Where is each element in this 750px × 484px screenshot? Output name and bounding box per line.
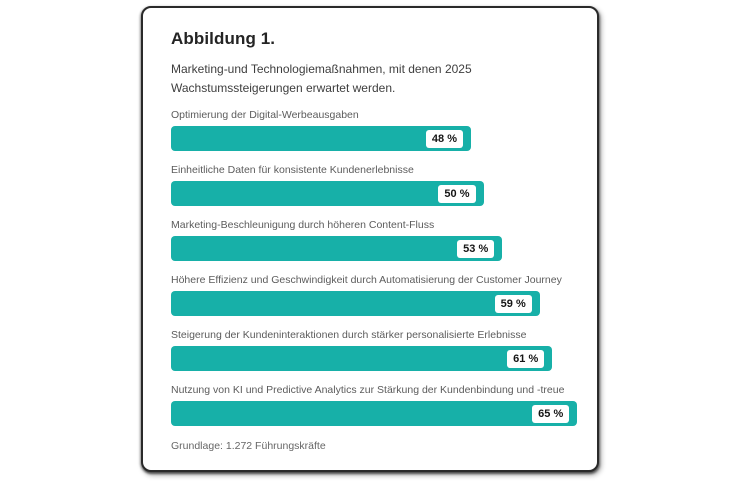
bar-label: Nutzung von KI und Predictive Analytics … bbox=[171, 384, 565, 396]
bar-value-badge: 61 % bbox=[507, 349, 545, 368]
bar-value-badge: 59 % bbox=[494, 294, 532, 313]
bar-row: Optimierung der Digital-Werbeausgaben 48 … bbox=[171, 109, 571, 151]
bar: 59 % bbox=[171, 291, 540, 316]
bar: 53 % bbox=[171, 236, 503, 261]
bar-value-badge: 53 % bbox=[457, 239, 495, 258]
bar: 50 % bbox=[171, 181, 484, 206]
bar-label: Marketing-Beschleunigung durch höheren C… bbox=[171, 219, 435, 231]
bar: 48 % bbox=[171, 126, 471, 151]
bar-label: Einheitliche Daten für konsistente Kunde… bbox=[171, 164, 414, 176]
bar-value-badge: 65 % bbox=[532, 404, 570, 423]
bar-row: Nutzung von KI und Predictive Analytics … bbox=[171, 384, 578, 426]
bar-value-badge: 48 % bbox=[425, 129, 463, 148]
bar-row: Steigerung der Kundeninteraktionen durch… bbox=[171, 329, 571, 371]
bar: 61 % bbox=[171, 346, 553, 371]
bar-row: Marketing-Beschleunigung durch höheren C… bbox=[171, 219, 571, 261]
bar-row: Einheitliche Daten für konsistente Kunde… bbox=[171, 164, 571, 206]
figure-footnote: Grundlage: 1.272 Führungskräfte bbox=[171, 440, 326, 452]
bar-label: Höhere Effizienz und Geschwindigkeit dur… bbox=[171, 274, 562, 286]
figure-subtitle: Marketing-und Technologiemaßnahmen, mit … bbox=[171, 62, 472, 95]
bar-label: Optimierung der Digital-Werbeausgaben bbox=[171, 109, 359, 121]
bar-row: Höhere Effizienz und Geschwindigkeit dur… bbox=[171, 274, 571, 316]
bar-value-badge: 50 % bbox=[438, 184, 476, 203]
figure-card: Abbildung 1. Marketing-und Technologiema… bbox=[141, 6, 599, 472]
bar-chart: Optimierung der Digital-Werbeausgaben 48 … bbox=[171, 109, 578, 426]
bar: 65 % bbox=[171, 401, 578, 426]
figure-title: Abbildung 1. bbox=[171, 29, 276, 48]
bar-label: Steigerung der Kundeninteraktionen durch… bbox=[171, 329, 527, 341]
